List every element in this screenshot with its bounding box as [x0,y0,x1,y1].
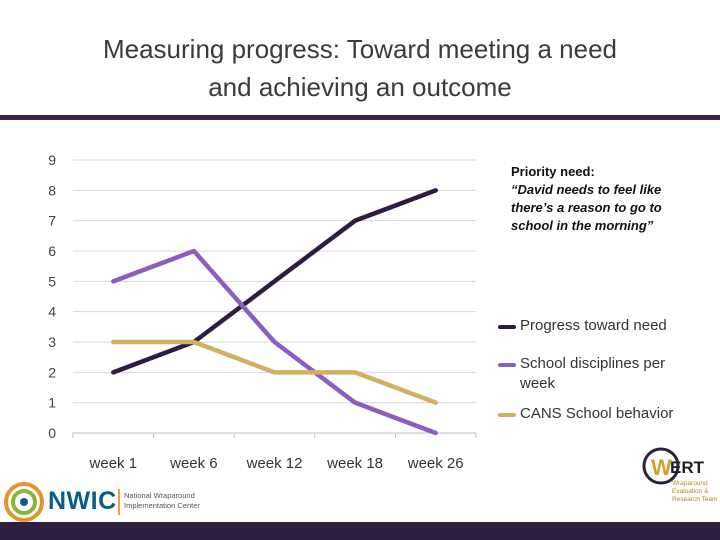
legend-label-cans: CANS School behavior [520,405,674,422]
nwic-swirl-icon [4,482,44,522]
wert-logo-text: ERT [670,458,704,477]
nwic-logo-text: NWIC [48,487,117,515]
y-tick-label-0: 0 [48,425,56,441]
y-tick-label-2: 2 [48,364,56,380]
legend-item-cans: CANS School behavior [498,404,698,424]
chart-legend: Progress toward need School disciplines … [498,316,698,424]
x-tick-label-week-1: week 1 [89,455,138,472]
series-line-school-disciplines-per-week [111,248,438,436]
y-tick-label-3: 3 [48,334,56,350]
legend-swatch-progress [498,325,516,329]
priority-need-label: Priority need: [511,164,595,179]
y-tick-label-8: 8 [48,182,56,198]
slide-title: Measuring progress: Toward meeting a nee… [0,30,720,106]
x-tick-label-week-6: week 6 [169,455,218,472]
title-line-1: Measuring progress: Toward meeting a nee… [102,34,618,64]
y-tick-label-6: 6 [48,243,56,259]
legend-label-progress: Progress toward need [520,317,667,334]
x-tick-label-week-18: week 18 [326,455,383,472]
title-divider-bar [0,115,720,120]
legend-item-disciplines: School disciplines per week [498,354,698,394]
y-tick-label-9: 9 [48,152,56,168]
series-line-cans-school-behavior [111,339,438,405]
y-tick-label-4: 4 [48,304,56,320]
legend-swatch-cans [498,413,516,417]
x-tick-label-week-12: week 12 [246,455,303,472]
nwic-logo [0,478,210,524]
wert-magnifier-icon: W [642,447,680,485]
series-line-progress-toward-need [111,188,438,375]
priority-need-quote: “David needs to feel like there’s a reas… [511,182,662,233]
title-line-2: and achieving an outcome [208,72,512,102]
nwic-separator [118,489,120,515]
wert-logo-subtitle: Wraparound Evaluation & Research Team [672,480,718,503]
legend-swatch-disciplines [498,363,516,367]
priority-need-note: Priority need: “David needs to feel like… [511,163,691,235]
legend-label-disciplines: School disciplines per week [520,355,666,392]
x-tick-label-week-26: week 26 [407,455,464,472]
legend-item-progress: Progress toward need [498,316,698,336]
svg-text:W: W [651,455,672,480]
footer-bar [0,522,720,540]
y-tick-label-5: 5 [48,273,56,289]
y-tick-label-1: 1 [48,395,56,411]
nwic-logo-subtitle: National Wraparound Implementation Cente… [124,491,200,510]
y-tick-label-7: 7 [48,213,56,229]
wert-logo: W [636,446,720,522]
